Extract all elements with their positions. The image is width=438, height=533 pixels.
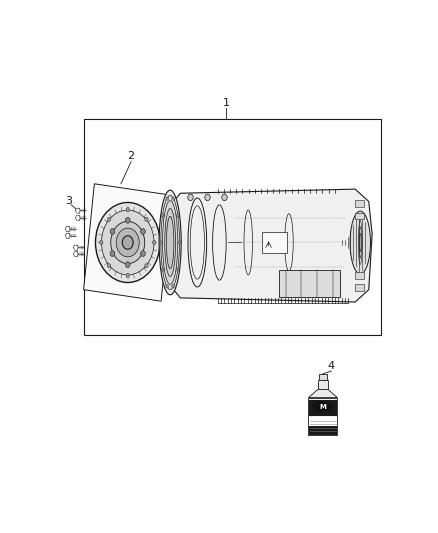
Circle shape <box>172 285 174 288</box>
Bar <box>319 374 327 381</box>
Circle shape <box>145 217 148 221</box>
Circle shape <box>222 194 227 200</box>
Bar <box>355 213 364 219</box>
Circle shape <box>205 194 210 200</box>
Text: 4: 4 <box>328 361 335 370</box>
Polygon shape <box>308 390 337 398</box>
Ellipse shape <box>350 211 371 274</box>
Text: 3: 3 <box>65 197 72 206</box>
Circle shape <box>110 251 115 256</box>
Ellipse shape <box>165 208 176 277</box>
Bar <box>355 200 364 207</box>
Text: 1: 1 <box>223 98 230 108</box>
Polygon shape <box>163 189 372 302</box>
Bar <box>262 232 287 253</box>
Text: 2: 2 <box>127 151 135 161</box>
Circle shape <box>126 273 130 277</box>
Text: M: M <box>319 404 326 410</box>
Polygon shape <box>84 184 172 301</box>
Circle shape <box>159 241 162 244</box>
Ellipse shape <box>313 401 333 411</box>
Circle shape <box>125 262 130 268</box>
Circle shape <box>107 217 111 221</box>
Ellipse shape <box>122 236 133 249</box>
Circle shape <box>141 251 145 256</box>
Circle shape <box>161 214 164 217</box>
Bar <box>309 400 337 416</box>
Circle shape <box>172 197 174 200</box>
Ellipse shape <box>159 190 181 295</box>
Circle shape <box>99 240 103 245</box>
Bar <box>309 425 337 434</box>
Bar <box>308 398 337 435</box>
Ellipse shape <box>111 221 145 264</box>
Circle shape <box>178 241 181 244</box>
Ellipse shape <box>162 200 178 284</box>
Circle shape <box>166 197 169 200</box>
Bar <box>355 284 364 291</box>
Circle shape <box>126 207 130 212</box>
Circle shape <box>107 264 111 268</box>
Bar <box>318 381 328 390</box>
Circle shape <box>145 264 148 268</box>
Circle shape <box>125 217 130 223</box>
Circle shape <box>188 194 193 200</box>
Bar <box>279 270 340 297</box>
Circle shape <box>110 229 115 235</box>
Ellipse shape <box>161 196 180 289</box>
Ellipse shape <box>102 210 154 275</box>
Bar <box>84 119 381 335</box>
Circle shape <box>177 214 179 217</box>
Circle shape <box>141 229 145 235</box>
Circle shape <box>161 268 164 271</box>
Circle shape <box>166 285 169 288</box>
Ellipse shape <box>116 228 139 257</box>
Circle shape <box>152 240 156 245</box>
Bar <box>309 417 337 427</box>
Circle shape <box>177 268 179 271</box>
Ellipse shape <box>95 203 160 282</box>
Bar <box>355 272 364 279</box>
Ellipse shape <box>166 216 174 269</box>
